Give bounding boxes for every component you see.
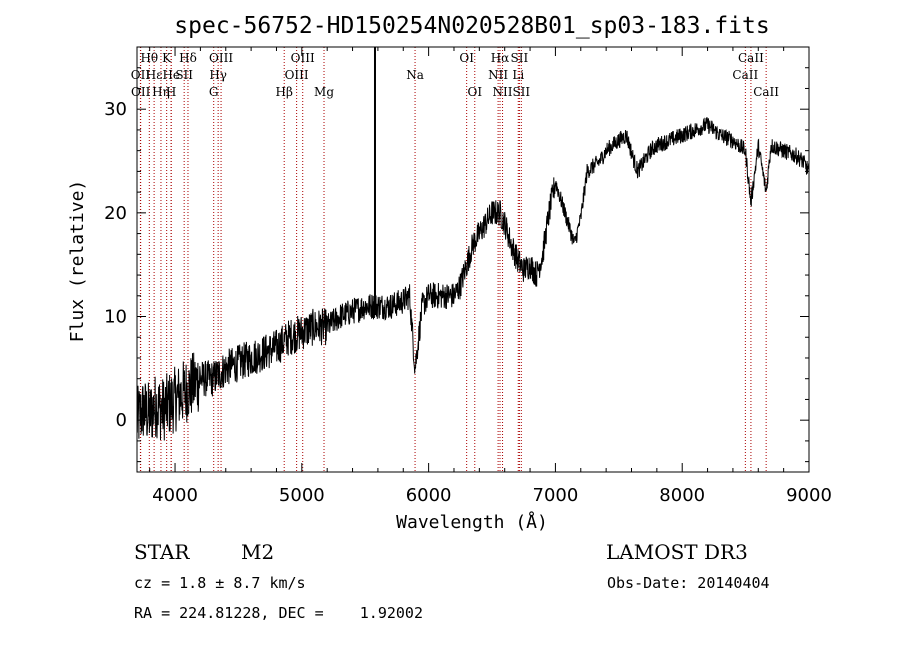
line-label-18: OI bbox=[459, 51, 474, 65]
line-label-7: H bbox=[166, 85, 176, 99]
y-axis-ticks: 0 10 20 30 bbox=[104, 67, 809, 463]
line-label-1: OII bbox=[131, 68, 151, 82]
line-label-14: OIII bbox=[291, 51, 315, 65]
line-label-5: K bbox=[162, 51, 172, 65]
x-tick-label: 8000 bbox=[659, 485, 705, 506]
y-axis-label: Flux (relative) bbox=[67, 180, 88, 343]
redshift-readout: cz = 1.8 ± 8.7 km/s bbox=[134, 574, 306, 592]
x-axis-ticks: 4000 5000 6000 7000 8000 9000 bbox=[149, 47, 832, 506]
observation-date: Obs-Date: 20140404 bbox=[607, 574, 770, 592]
x-tick-label: 6000 bbox=[406, 485, 452, 506]
line-label-25: SII bbox=[512, 85, 530, 99]
x-tick-label: 5000 bbox=[279, 485, 325, 506]
line-label-13: Hβ bbox=[276, 85, 293, 99]
x-tick-label: 4000 bbox=[152, 485, 198, 506]
y-tick-label: 10 bbox=[104, 307, 127, 328]
chart-title: spec-56752-HD150254N020528B01_sp03-183.f… bbox=[174, 13, 769, 39]
line-label-26: CaII bbox=[738, 51, 764, 65]
survey-name: LAMOST DR3 bbox=[606, 540, 748, 564]
line-label-28: CaII bbox=[753, 85, 779, 99]
plot-frame bbox=[136, 46, 810, 473]
x-tick-label: 9000 bbox=[786, 485, 832, 506]
line-label-3: Hε bbox=[146, 68, 163, 82]
line-label-6: He bbox=[162, 68, 180, 82]
coordinates-readout: RA = 224.81228, DEC = 1.92002 bbox=[134, 604, 423, 622]
line-label-11: Hγ bbox=[209, 68, 227, 82]
line-label-9: Hδ bbox=[179, 51, 197, 65]
y-tick-label: 30 bbox=[104, 99, 127, 120]
line-label-17: Na bbox=[406, 68, 424, 82]
line-label-20: Hα bbox=[491, 51, 510, 65]
line-label-27: CaII bbox=[732, 68, 758, 82]
spectral-line-markers bbox=[139, 47, 767, 472]
line-label-8: SII bbox=[175, 68, 193, 82]
object-subclass: M2 bbox=[241, 540, 275, 564]
spectrum-line bbox=[136, 117, 810, 441]
line-label-4: Hη bbox=[152, 85, 170, 99]
line-label-10: OIII bbox=[209, 51, 233, 65]
line-label-16: Mg bbox=[314, 85, 334, 99]
line-label-23: SII bbox=[511, 51, 529, 65]
line-label-2: OII bbox=[131, 85, 151, 99]
object-class: STAR bbox=[134, 540, 190, 564]
line-label-24: Li bbox=[512, 68, 524, 82]
line-label-12: G bbox=[209, 85, 219, 99]
y-tick-label: 20 bbox=[104, 203, 127, 224]
x-axis-label: Wavelength (Å) bbox=[396, 511, 548, 533]
line-label-21: NII bbox=[488, 68, 508, 82]
line-label-19: OI bbox=[467, 85, 482, 99]
x-tick-label: 7000 bbox=[533, 485, 579, 506]
line-label-15: OIII bbox=[285, 68, 309, 82]
line-label-0: Hθ bbox=[140, 51, 158, 65]
y-tick-label: 0 bbox=[116, 410, 127, 431]
line-label-22: NII bbox=[493, 85, 513, 99]
